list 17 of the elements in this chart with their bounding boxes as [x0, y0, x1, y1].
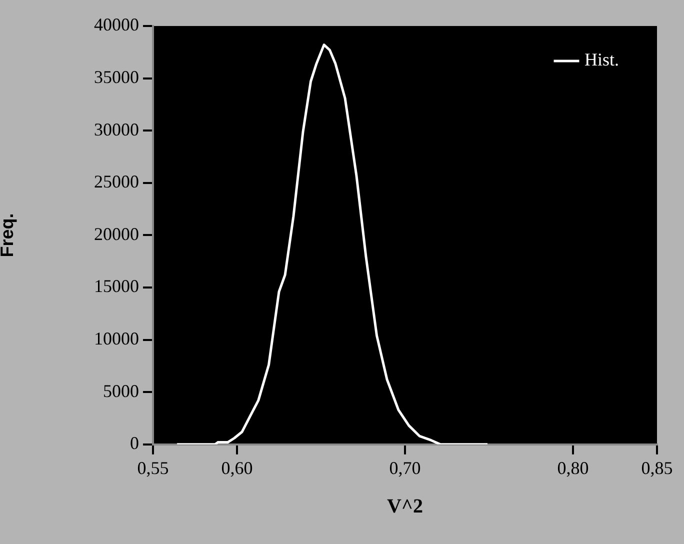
legend-label: Hist. — [584, 50, 620, 70]
y-axis-title: Freq. — [0, 213, 17, 258]
x-tick-label: 0,70 — [389, 458, 421, 478]
y-tick-label: 40000 — [94, 14, 139, 35]
y-tick-label: 35000 — [94, 67, 139, 88]
x-tick-label: 0,80 — [557, 458, 589, 478]
y-tick-label: 30000 — [94, 119, 139, 140]
y-tick-label: 25000 — [94, 172, 139, 192]
x-tick-label: 0,85 — [641, 458, 673, 478]
y-tick-label: 10000 — [94, 328, 139, 349]
y-tick-label: 15000 — [94, 276, 139, 296]
y-tick-label: 20000 — [94, 224, 139, 244]
y-tick-label: 0 — [130, 433, 139, 454]
y-tick-label: 5000 — [103, 380, 139, 401]
x-axis-title: V^2 — [386, 496, 424, 518]
x-tick-label: 0,60 — [221, 458, 253, 478]
x-tick-label: 0,55 — [137, 458, 169, 478]
